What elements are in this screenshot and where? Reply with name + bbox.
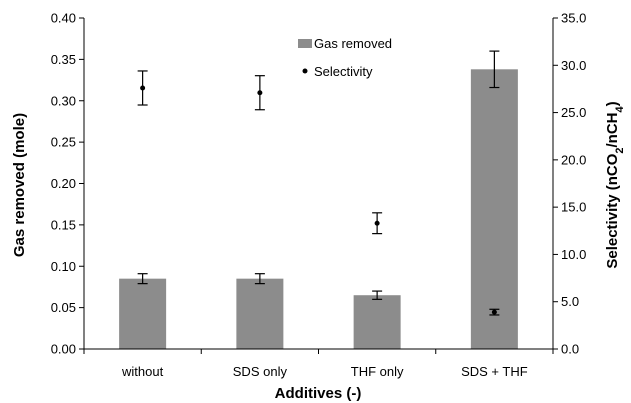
x-tick-label-0: without [121, 364, 164, 379]
x-axis-title: Additives (-) [275, 385, 362, 402]
y2-tick-label-4: 20.0 [561, 152, 586, 167]
y2-tick-label-3: 15.0 [561, 200, 586, 215]
y2-tick-label-6: 30.0 [561, 58, 586, 73]
bar-3 [470, 69, 518, 350]
y-tick-label-5: 0.25 [51, 135, 76, 150]
y-tick-label-8: 0.40 [51, 11, 76, 26]
point-0 [140, 85, 146, 91]
y-tick-label-6: 0.30 [51, 93, 76, 108]
bar-2 [353, 295, 401, 349]
legend-marker-selectivity [302, 68, 308, 74]
y2-tick-label-5: 25.0 [561, 105, 586, 120]
legend: Gas removed Selectivity [298, 36, 392, 79]
x-tick-label-1: SDS only [233, 364, 288, 379]
y2-tick-label-7: 35.0 [561, 11, 586, 26]
y-tick-label-1: 0.05 [51, 300, 76, 315]
y-tick-label-3: 0.15 [51, 217, 76, 232]
y-tick-label-2: 0.10 [51, 259, 76, 274]
y-axis-title: Gas removed (mole) [11, 113, 28, 257]
y-tick-label-7: 0.35 [51, 52, 76, 67]
y2-tick-label-1: 5.0 [561, 294, 579, 309]
y-tick-label-0: 0.00 [51, 342, 76, 357]
plot-marks [119, 50, 518, 350]
point-2 [374, 220, 380, 226]
point-1 [257, 90, 263, 96]
legend-swatch-gas-removed [298, 39, 312, 48]
bar-1 [236, 278, 284, 349]
tick-labels: 0.00 0.05 0.10 0.15 0.20 0.25 0.30 0.35 0.40 0.0 5… [51, 11, 587, 380]
y-tick-label-4: 0.20 [51, 176, 76, 191]
bar-0 [119, 278, 167, 349]
y2-axis-title: Selectivity (nCO2/nCH4) [604, 101, 626, 268]
x-tick-label-3: SDS + THF [461, 364, 528, 379]
point-3 [491, 309, 497, 315]
x-tick-label-2: THF only [351, 364, 404, 379]
y2-tick-label-0: 0.0 [561, 342, 579, 357]
y2-tick-label-2: 10.0 [561, 247, 586, 262]
legend-label-gas-removed: Gas removed [314, 36, 392, 51]
legend-label-selectivity: Selectivity [314, 64, 373, 79]
